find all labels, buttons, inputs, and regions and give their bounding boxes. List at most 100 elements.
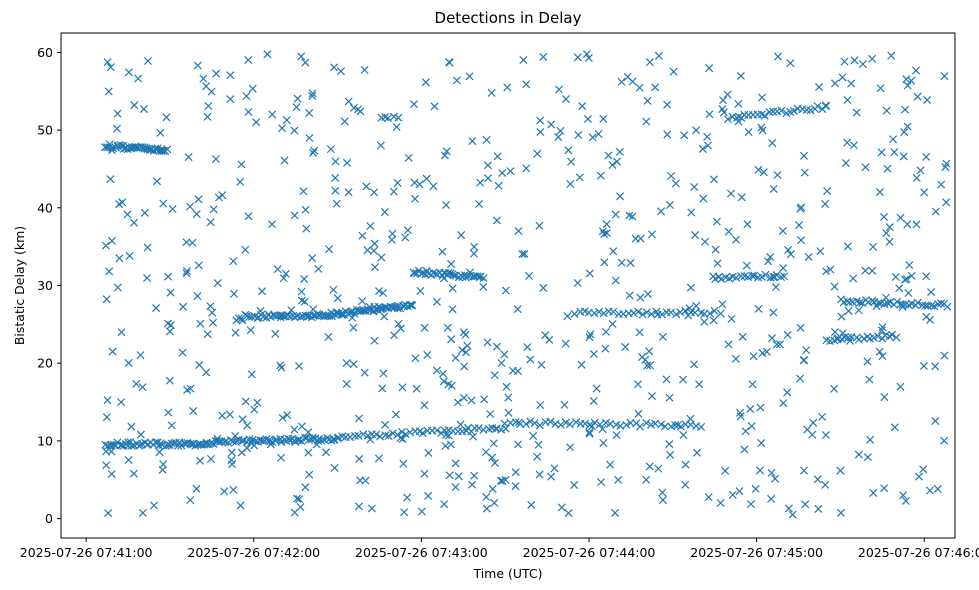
detection-marker — [444, 380, 453, 389]
detection-marker — [882, 106, 891, 115]
detection-marker — [777, 272, 786, 281]
detection-marker — [185, 202, 195, 211]
detection-marker — [601, 327, 610, 336]
detection-marker — [831, 79, 840, 88]
detection-marker — [596, 171, 605, 180]
detection-marker — [423, 350, 432, 359]
detection-marker — [447, 335, 456, 344]
detection-marker — [363, 246, 372, 255]
detection-marker — [821, 102, 831, 111]
detection-marker — [225, 410, 234, 419]
detection-marker — [800, 466, 809, 475]
detection-marker — [612, 431, 621, 440]
detection-marker — [459, 393, 468, 402]
detection-marker — [764, 257, 773, 266]
detection-marker — [503, 83, 512, 92]
detection-marker — [923, 301, 932, 310]
detection-marker — [104, 509, 113, 518]
detection-marker — [893, 297, 902, 306]
detection-marker — [799, 356, 808, 365]
detection-marker — [940, 72, 949, 81]
detection-marker — [574, 130, 583, 140]
detection-marker — [635, 83, 644, 92]
detection-marker — [844, 306, 853, 315]
detection-marker — [342, 379, 351, 388]
detection-marker — [589, 349, 598, 359]
detection-marker — [809, 418, 818, 427]
detection-marker — [354, 414, 363, 423]
detection-marker — [736, 71, 745, 80]
detection-marker — [556, 126, 565, 135]
detection-marker — [536, 127, 545, 137]
detection-marker — [498, 476, 507, 485]
detection-marker — [900, 128, 909, 137]
detection-marker — [424, 491, 433, 500]
detection-marker — [861, 163, 870, 172]
detection-marker — [588, 133, 597, 142]
detection-marker — [608, 160, 617, 170]
detection-marker — [244, 107, 253, 116]
detection-marker — [432, 297, 441, 306]
detection-marker — [537, 360, 546, 369]
detection-marker — [241, 397, 250, 406]
detection-marker — [330, 63, 339, 72]
detection-marker — [611, 210, 620, 219]
detection-marker — [331, 186, 340, 195]
detection-marker — [118, 198, 127, 207]
detection-marker — [451, 483, 460, 492]
detection-marker — [124, 455, 133, 465]
detection-marker — [366, 435, 375, 444]
detection-marker — [748, 271, 757, 280]
detection-marker — [821, 199, 830, 208]
detection-marker — [251, 437, 260, 446]
detection-marker — [475, 199, 484, 209]
detection-marker — [527, 500, 536, 509]
detection-marker — [229, 257, 238, 266]
detection-marker — [943, 302, 952, 311]
detection-marker — [516, 420, 525, 429]
detection-marker — [621, 342, 630, 351]
detection-marker — [278, 413, 287, 422]
detection-marker — [372, 430, 381, 439]
detection-marker — [329, 285, 338, 294]
detection-marker — [681, 480, 690, 489]
detection-marker — [290, 126, 299, 135]
detection-marker — [297, 287, 306, 296]
detection-marker — [439, 369, 448, 378]
detection-marker — [882, 229, 891, 238]
detection-marker — [901, 496, 910, 505]
detection-marker — [711, 245, 720, 254]
detection-marker — [375, 287, 384, 296]
detection-marker — [873, 332, 882, 341]
detection-marker — [202, 82, 211, 91]
detection-marker — [107, 236, 116, 245]
detection-marker — [290, 425, 299, 434]
detection-marker — [195, 360, 204, 370]
detection-marker — [220, 487, 229, 496]
detection-marker — [295, 495, 304, 504]
detection-marker — [441, 441, 450, 451]
detection-marker — [647, 230, 656, 239]
detection-marker — [611, 508, 620, 517]
detection-marker — [454, 472, 463, 481]
detection-marker — [699, 194, 708, 203]
detection-marker — [124, 358, 133, 367]
detection-marker — [797, 203, 806, 212]
detection-marker — [520, 249, 529, 258]
detection-marker — [411, 354, 420, 363]
detection-marker — [780, 272, 789, 281]
detection-marker — [784, 504, 793, 513]
detection-marker — [837, 312, 846, 321]
detection-marker — [557, 503, 566, 512]
detection-marker — [117, 328, 126, 337]
detection-marker — [184, 153, 193, 162]
detection-marker — [721, 466, 730, 475]
detection-marker — [550, 464, 559, 473]
detection-marker — [573, 278, 582, 287]
detection-marker — [821, 430, 830, 440]
detection-marker — [443, 323, 452, 332]
detection-marker — [638, 310, 647, 319]
detection-marker — [396, 324, 405, 333]
detection-marker — [343, 158, 352, 167]
detection-marker — [716, 309, 725, 318]
